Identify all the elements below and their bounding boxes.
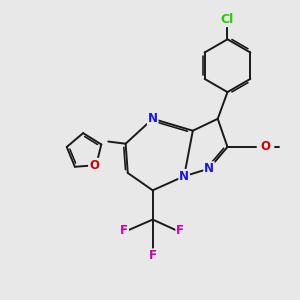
Text: N: N [204,162,214,175]
Text: N: N [179,170,189,183]
Text: O: O [89,159,99,172]
Text: N: N [148,112,158,125]
Text: F: F [149,249,157,262]
Text: F: F [176,224,184,237]
Text: O: O [260,140,270,154]
Text: Cl: Cl [221,13,234,26]
Text: F: F [120,224,128,237]
